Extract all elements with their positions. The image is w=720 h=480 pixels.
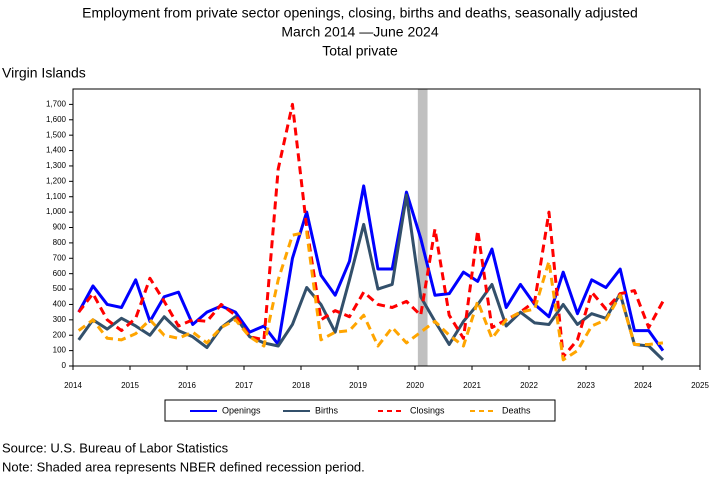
source-note: Source: U.S. Bureau of Labor Statistics xyxy=(2,440,229,455)
y-tick-label: 0 xyxy=(62,361,67,370)
x-tick-label: 2016 xyxy=(178,381,196,390)
y-tick-label: 600 xyxy=(53,269,67,278)
x-tick-label: 2017 xyxy=(235,381,253,390)
legend-label: Births xyxy=(315,405,339,415)
x-tick-label: 2025 xyxy=(691,381,709,390)
region-label: Virgin Islands xyxy=(2,65,86,81)
recession-note: Note: Shaded area represents NBER define… xyxy=(2,459,365,474)
y-tick-label: 1,200 xyxy=(46,176,67,185)
legend-label: Openings xyxy=(222,405,261,415)
y-tick-label: 100 xyxy=(53,346,67,355)
legend-label: Closings xyxy=(410,405,445,415)
y-tick-label: 700 xyxy=(53,253,67,262)
y-tick-label: 400 xyxy=(53,300,67,309)
y-tick-label: 1,400 xyxy=(46,146,67,155)
x-tick-label: 2020 xyxy=(406,381,424,390)
y-tick-label: 300 xyxy=(53,315,67,324)
y-tick-label: 800 xyxy=(53,238,67,247)
y-tick-label: 1,000 xyxy=(46,207,67,216)
series-line xyxy=(77,102,665,359)
chart-title: Employment from private sector openings,… xyxy=(82,5,638,21)
x-tick-label: 2014 xyxy=(64,381,82,390)
y-tick-label: 900 xyxy=(53,223,67,232)
x-tick-label: 2018 xyxy=(292,381,310,390)
x-tick-label: 2015 xyxy=(121,381,139,390)
x-tick-label: 2019 xyxy=(349,381,367,390)
y-tick-label: 1,500 xyxy=(46,130,67,139)
y-tick-label: 500 xyxy=(53,284,67,293)
y-tick-label: 1,100 xyxy=(46,192,67,201)
recession-band xyxy=(417,89,428,366)
chart-subtitle: Total private xyxy=(322,43,398,59)
x-tick-label: 2021 xyxy=(463,381,481,390)
chart-subtitle: March 2014 —June 2024 xyxy=(281,24,438,40)
x-tick-label: 2023 xyxy=(577,381,595,390)
y-tick-label: 1,700 xyxy=(46,99,67,108)
legend-box xyxy=(164,399,556,422)
y-tick-label: 200 xyxy=(53,330,67,339)
series-line xyxy=(77,193,664,361)
legend-label: Deaths xyxy=(502,405,531,415)
series-line xyxy=(77,230,664,362)
y-tick-label: 1,300 xyxy=(46,161,67,170)
series-line xyxy=(77,184,665,352)
x-tick-label: 2024 xyxy=(634,381,652,390)
y-tick-label: 1,600 xyxy=(46,115,67,124)
x-tick-label: 2022 xyxy=(520,381,538,390)
